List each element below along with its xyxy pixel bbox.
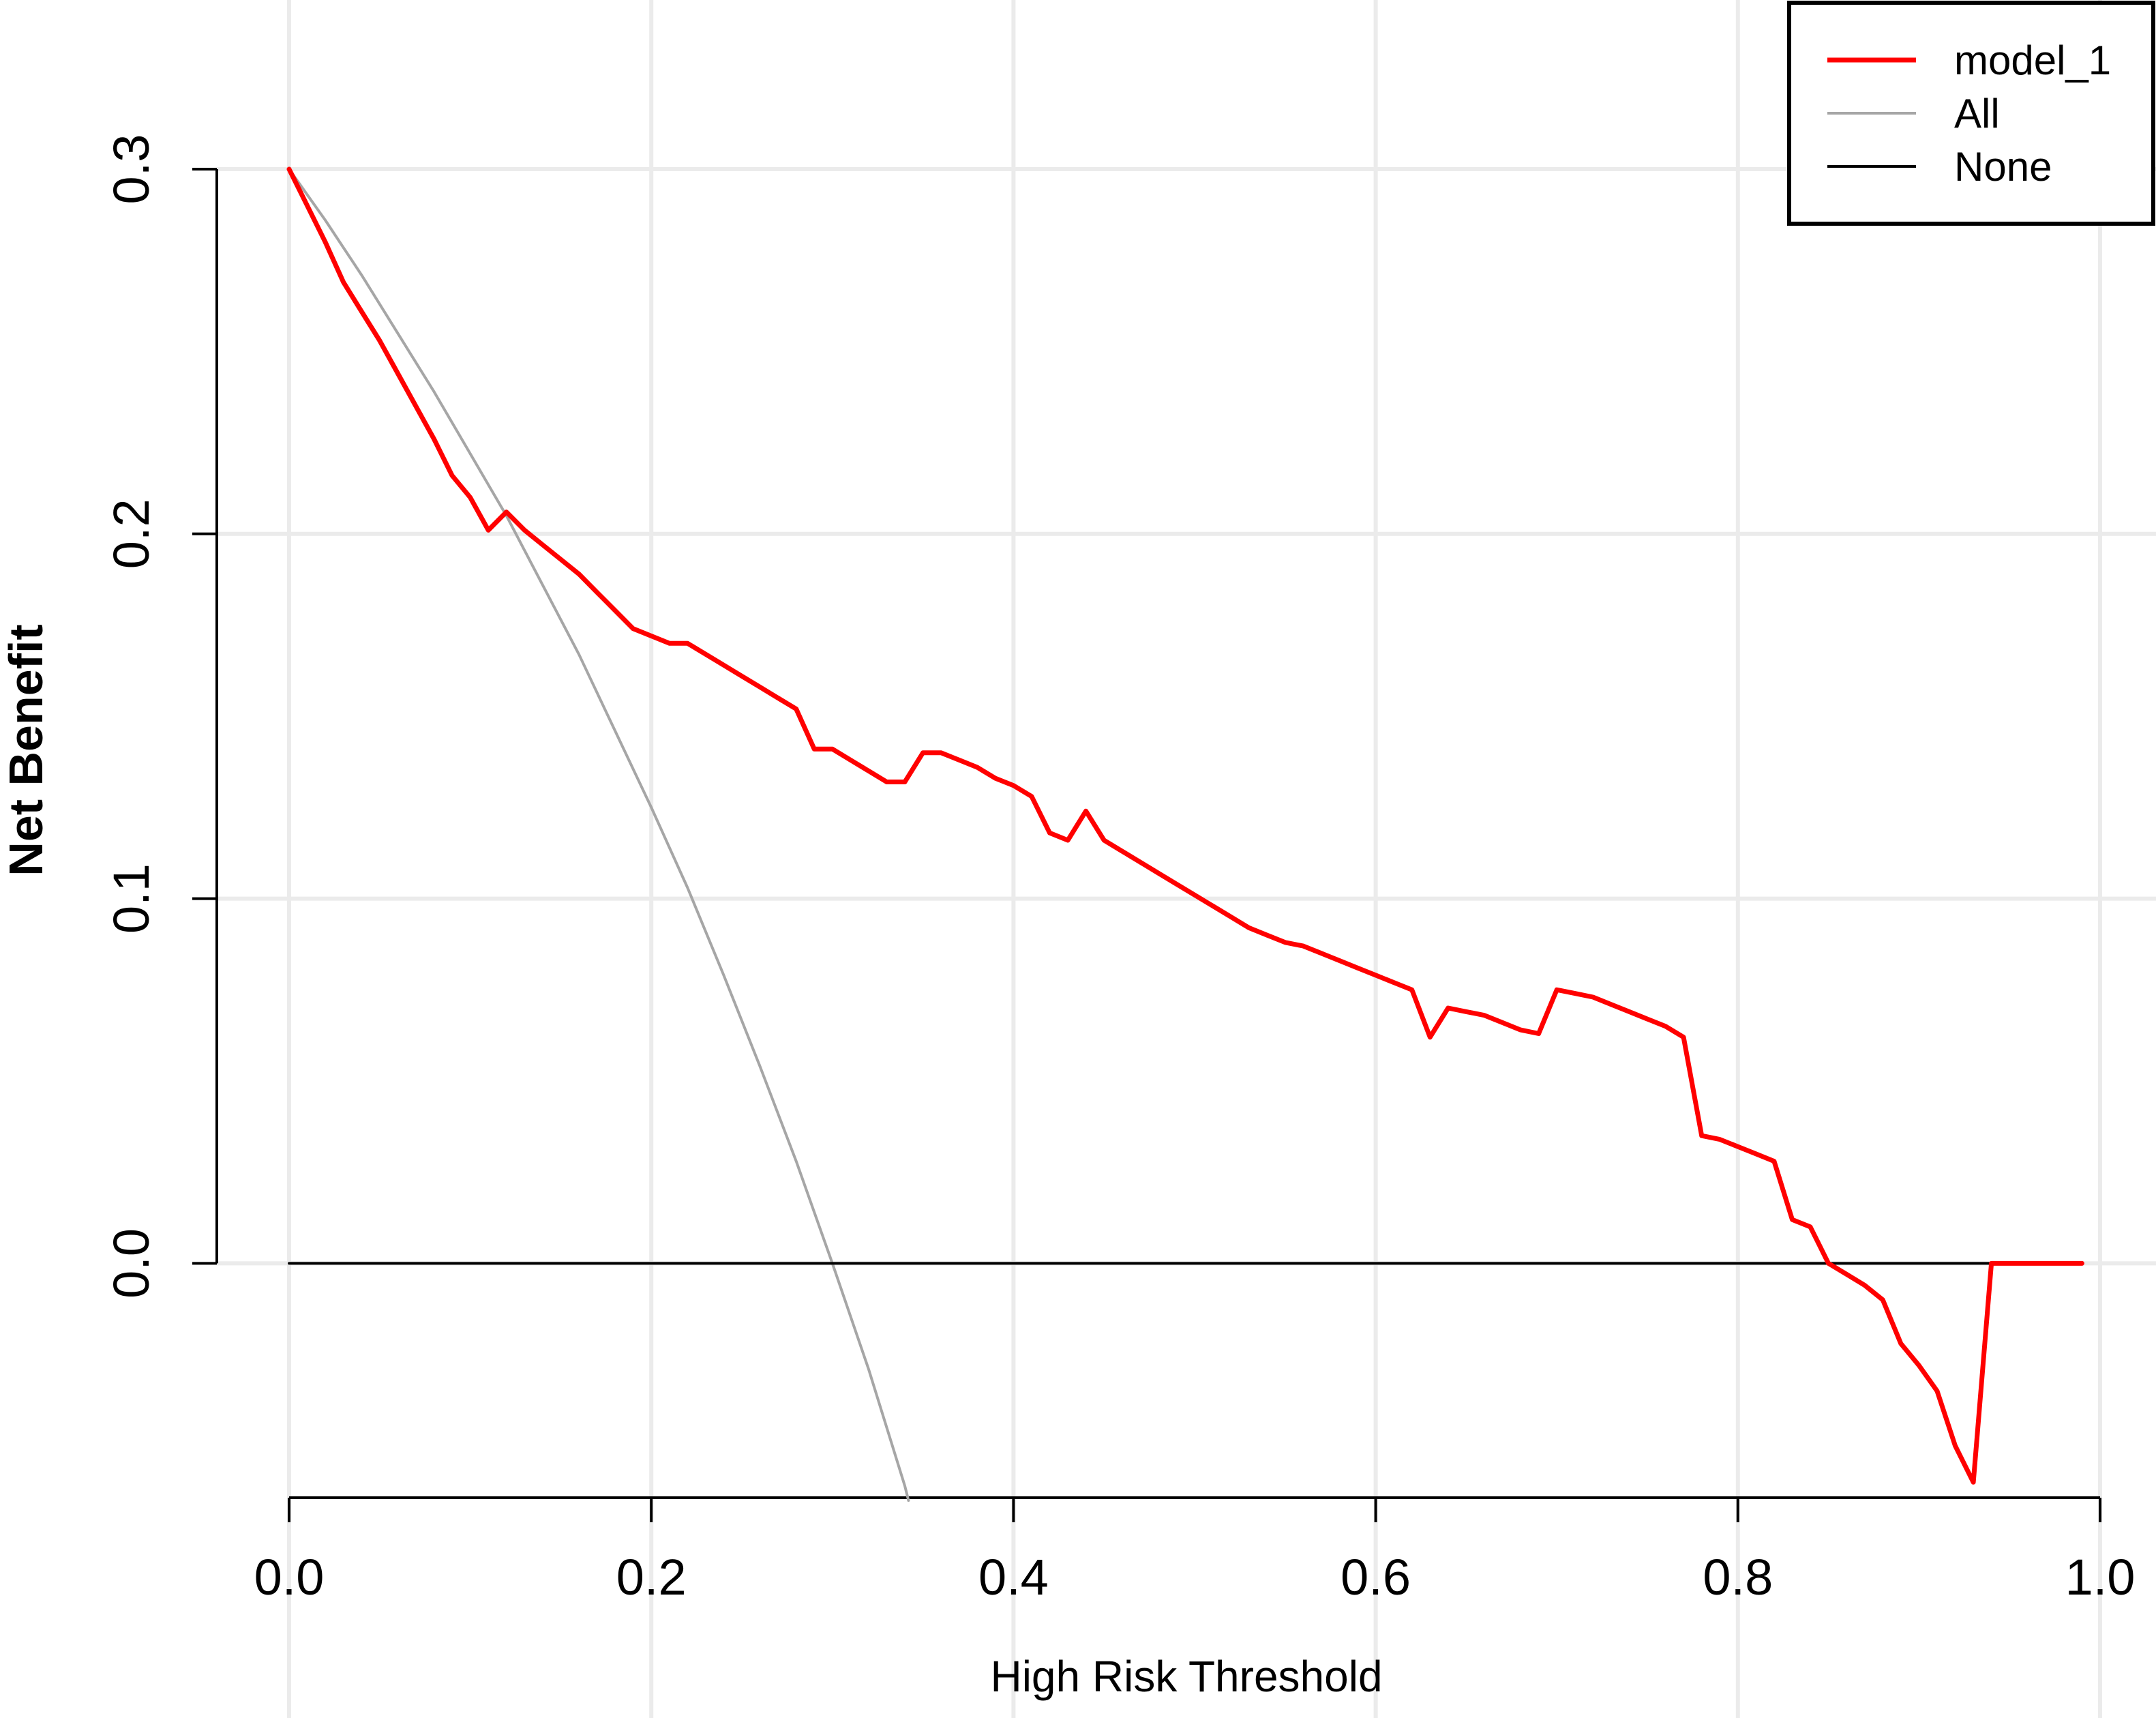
grid-lines (217, 0, 2156, 1718)
x-tick-label-0: 0.0 (254, 1549, 325, 1605)
x-tick-label-2: 0.4 (978, 1549, 1049, 1605)
x-tick-label-3: 0.6 (1341, 1549, 1411, 1605)
y-tick-label-3: 0.3 (103, 134, 160, 205)
y-tick-label-0: 0.0 (103, 1228, 160, 1299)
series-line-all (288, 168, 910, 1502)
y-tick-label-2: 0.2 (103, 499, 160, 569)
legend-label-0: model_1 (1954, 38, 2111, 83)
x-tick-label-5: 1.0 (2065, 1549, 2136, 1605)
x-tick-label-1: 0.2 (616, 1549, 687, 1605)
x-tick-label-4: 0.8 (1703, 1549, 1773, 1605)
x-axis-title: High Risk Threshold (990, 1652, 1382, 1701)
series-lines (286, 166, 2084, 1502)
axes: 0.0 0.2 0.4 0.6 0.8 1.0 0.0 0.1 0.2 0.3 (103, 134, 2135, 1605)
y-tick-label-1: 0.1 (103, 863, 160, 934)
legend-label-1: All (1954, 91, 2000, 136)
series-line-model-1 (286, 166, 2084, 1485)
y-axis-title: Net Benefit (0, 624, 53, 876)
legend-label-2: None (1954, 144, 2052, 190)
legend: model_1 All None (1787, 1, 2155, 226)
